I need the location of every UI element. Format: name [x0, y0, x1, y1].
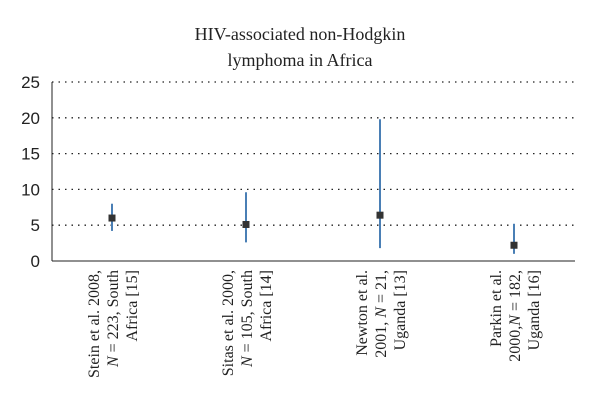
x-category-label-4-line-1: Parkin et al.	[488, 270, 505, 347]
axes	[51, 82, 575, 262]
gridlines	[52, 81, 575, 226]
x-category-label-3-line-1: Newton et al.	[354, 270, 371, 356]
x-category-label-1-line-2: N = 223, South	[105, 270, 122, 368]
y-tick-label-25: 25	[21, 73, 40, 92]
y-tick-label-5: 5	[31, 216, 40, 235]
label-text-part: Africa [14]	[258, 270, 275, 342]
label-text-part: = 182,	[507, 270, 524, 315]
x-category-label-2-line-2: N = 105, South	[239, 270, 256, 368]
label-text-part: = 21,	[373, 270, 390, 307]
y-tick-label-0: 0	[31, 252, 40, 271]
x-category-label-2-line-1: Sitas et al. 2000,	[220, 270, 237, 376]
chart-title-line-1: HIV-associated non-Hodgkin	[195, 24, 406, 44]
x-category-label-4-line-3: Uganda [16]	[526, 270, 543, 350]
chart-title-line-2: lymphoma in Africa	[228, 50, 373, 70]
y-tick-labels: 0 5 10 15 20 25	[21, 73, 40, 271]
label-text-part: Uganda [16]	[526, 270, 543, 350]
label-text-part: Uganda [13]	[392, 270, 409, 350]
x-category-label-3-line-2: 2001, N = 21,	[373, 270, 390, 358]
label-text-part: Africa [15]	[124, 270, 141, 342]
label-text-part: N	[105, 355, 122, 368]
label-text-part: = 105, South	[239, 270, 256, 356]
label-text-part: Stein et al. 2008,	[86, 270, 103, 378]
x-category-label-4: Parkin et al. 2000,N = 182, Uganda [16]	[488, 270, 543, 362]
x-category-label-3: Newton et al. 2001, N = 21, Uganda [13]	[354, 270, 409, 358]
label-text-part: Newton et al.	[354, 270, 371, 356]
x-category-labels: Stein et al. 2008, N = 223, South Africa […	[86, 270, 543, 378]
label-text-part: 2001,	[373, 318, 390, 358]
x-category-label-4-line-2: 2000,N = 182,	[507, 270, 524, 362]
x-category-label-2-line-3: Africa [14]	[258, 270, 275, 342]
data-marks	[108, 119, 518, 254]
x-category-label-3-line-3: Uganda [13]	[392, 270, 409, 350]
y-tick-label-20: 20	[21, 109, 40, 128]
label-text-part: N	[373, 306, 390, 319]
x-category-label-1: Stein et al. 2008, N = 223, South Africa […	[86, 270, 141, 378]
point-estimate-marker-1	[108, 214, 116, 222]
x-category-label-1-line-3: Africa [15]	[124, 270, 141, 342]
point-estimate-marker-4	[510, 241, 518, 249]
label-text-part: N	[507, 314, 524, 327]
label-text-part: Sitas et al. 2000,	[220, 270, 237, 376]
label-text-part: = 223, South	[105, 270, 122, 356]
label-text-part: Parkin et al.	[488, 270, 505, 347]
label-text-part: N	[239, 355, 256, 368]
point-estimate-marker-3	[376, 211, 384, 219]
x-category-label-2: Sitas et al. 2000, N = 105, South Africa […	[220, 270, 275, 376]
point-estimate-marker-2	[242, 220, 250, 228]
chart-title: HIV-associated non-Hodgkin lymphoma in A…	[195, 24, 406, 70]
y-tick-label-15: 15	[21, 145, 40, 164]
label-text-part: 2000,	[507, 326, 524, 362]
x-category-label-1-line-1: Stein et al. 2008,	[86, 270, 103, 378]
y-tick-label-10: 10	[21, 180, 40, 199]
